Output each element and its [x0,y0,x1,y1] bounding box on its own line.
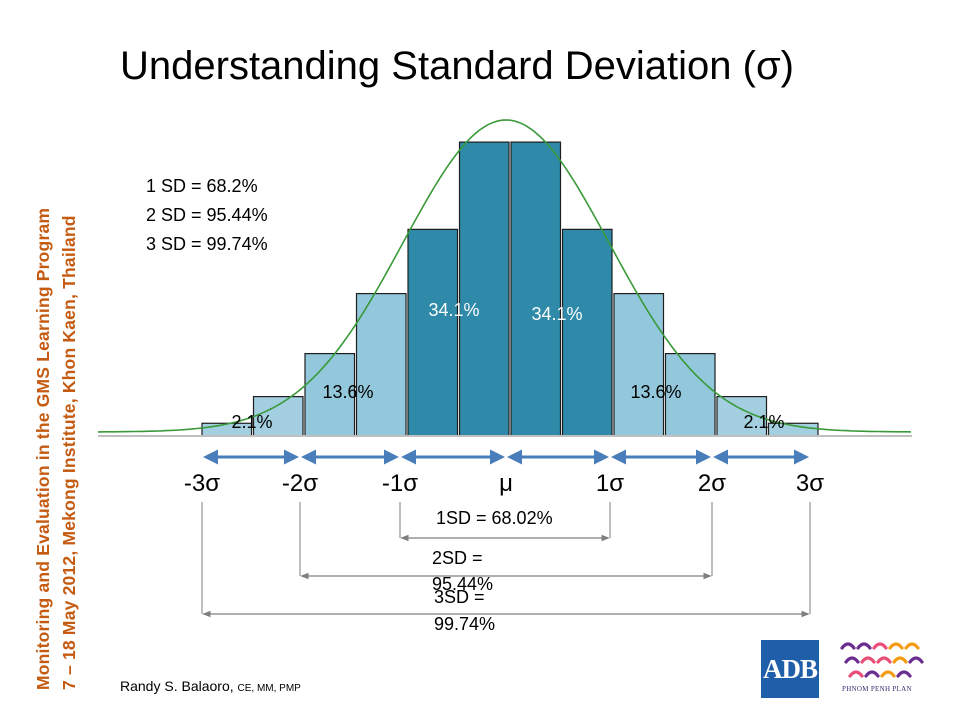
author-name: Randy S. Balaoro, [120,678,234,694]
sd-summary-item-1: 1 SD = 68.2% [146,176,258,196]
range-1-label-line-1: 1SD = 68.02% [436,508,553,528]
tick-label-5: 1σ [596,470,624,497]
author-credit: Randy S. Balaoro, CE, MM, PMP [120,678,301,694]
bar-label-2: 13.6% [322,382,373,402]
range-3-label-line-1: 3SD = [434,587,485,607]
author-credentials: CE, MM, PMP [237,683,301,694]
bell-curve [98,119,912,433]
tick-label-3: -1σ [382,470,418,497]
slide-title: Understanding Standard Deviation (σ) [120,44,794,88]
tick-label-4: μ [499,470,513,497]
phnom-penh-plan-label: PHNOM PENH PLAN [842,685,912,693]
bar-4 [355,292,407,437]
bar-9 [613,292,665,437]
adb-logo: ADB [761,640,819,698]
sd-summary-item-3: 3 SD = 99.74% [146,234,268,254]
range-2-label-line-1: 2SD = [432,548,483,568]
bar-7 [510,141,562,437]
bar-5 [407,228,459,437]
sd-summary-item-2: 2 SD = 95.44% [146,205,268,225]
bar-8 [561,228,613,437]
bar-label-6: 2.1% [743,412,784,432]
bar-label-1: 2.1% [231,412,272,432]
bar-label-5: 13.6% [630,382,681,402]
bar-label-3: 34.1% [428,300,479,320]
bar-10 [664,352,716,437]
tick-label-6: 2σ [698,470,726,497]
phnom-penh-plan-logo [840,642,924,678]
bar-label-4: 34.1% [531,304,582,324]
tick-label-7: 3σ [796,470,824,497]
range-3-label-line-2: 99.74% [434,614,495,634]
tick-label-2: -2σ [282,470,318,497]
range-2-label-line-2: 95.44% [432,574,493,594]
sd-summary-list: 1 SD = 68.2% 2 SD = 95.44% 3 SD = 99.74% [146,172,268,259]
bar-6 [458,141,510,437]
bar-2 [252,396,304,437]
bar-3 [304,352,356,437]
tick-label-1: -3σ [184,470,220,497]
